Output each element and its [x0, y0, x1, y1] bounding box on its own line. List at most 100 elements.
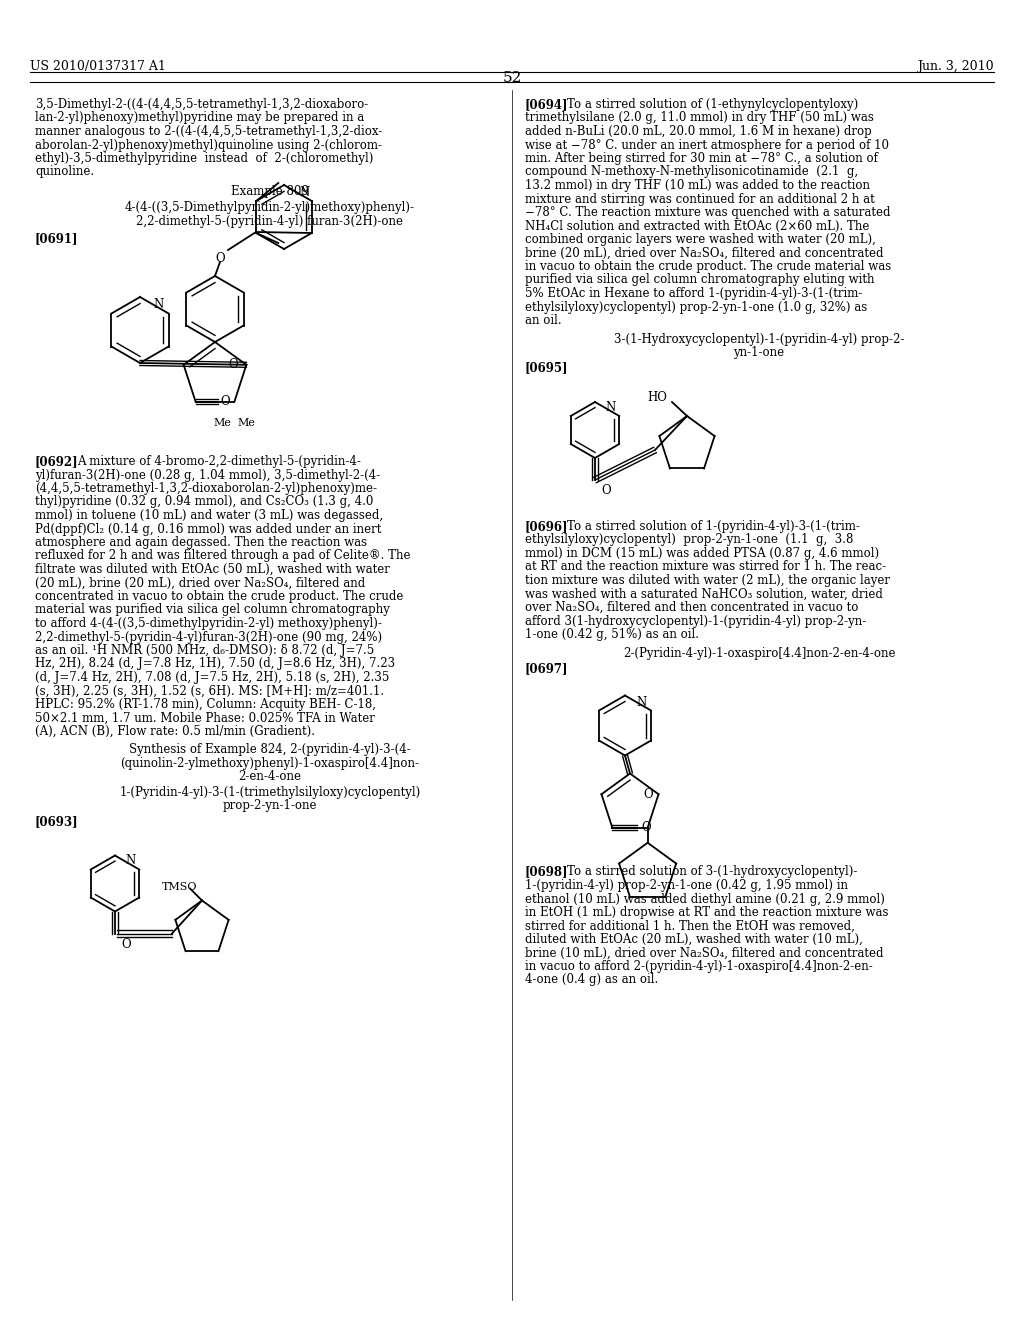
Text: [0695]: [0695] — [525, 362, 568, 375]
Text: N: N — [154, 298, 164, 312]
Text: prop-2-yn-1-one: prop-2-yn-1-one — [223, 800, 317, 813]
Text: (s, 3H), 2.25 (s, 3H), 1.52 (s, 6H). MS: [M+H]: m/z=401.1.: (s, 3H), 2.25 (s, 3H), 1.52 (s, 6H). MS:… — [35, 685, 384, 697]
Text: −78° C. The reaction mixture was quenched with a saturated: −78° C. The reaction mixture was quenche… — [525, 206, 891, 219]
Text: (quinolin-2-ylmethoxy)phenyl)-1-oxaspiro[4.4]non-: (quinolin-2-ylmethoxy)phenyl)-1-oxaspiro… — [121, 756, 420, 770]
Text: 1-(pyridin-4-yl) prop-2-yn-1-one (0.42 g, 1.95 mmol) in: 1-(pyridin-4-yl) prop-2-yn-1-one (0.42 g… — [525, 879, 848, 892]
Text: afford 3(1-hydroxycyclopentyl)-1-(pyridin-4-yl) prop-2-yn-: afford 3(1-hydroxycyclopentyl)-1-(pyridi… — [525, 615, 866, 627]
Text: TMSO: TMSO — [162, 883, 197, 892]
Text: brine (20 mL), dried over Na₂SO₄, filtered and concentrated: brine (20 mL), dried over Na₂SO₄, filter… — [525, 247, 884, 260]
Text: filtrate was diluted with EtOAc (50 mL), washed with water: filtrate was diluted with EtOAc (50 mL),… — [35, 564, 390, 576]
Text: compound N-methoxy-N-methylisonicotinamide  (2.1  g,: compound N-methoxy-N-methylisonicotinami… — [525, 165, 858, 178]
Text: N: N — [637, 696, 647, 709]
Text: yn-1-one: yn-1-one — [733, 346, 784, 359]
Text: concentrated in vacuo to obtain the crude product. The crude: concentrated in vacuo to obtain the crud… — [35, 590, 403, 603]
Text: (d, J=7.4 Hz, 2H), 7.08 (d, J=7.5 Hz, 2H), 5.18 (s, 2H), 2.35: (d, J=7.4 Hz, 2H), 7.08 (d, J=7.5 Hz, 2H… — [35, 671, 389, 684]
Text: an oil.: an oil. — [525, 314, 561, 327]
Text: brine (10 mL), dried over Na₂SO₄, filtered and concentrated: brine (10 mL), dried over Na₂SO₄, filter… — [525, 946, 884, 960]
Text: To a stirred solution of 3-(1-hydroxycyclopentyl)-: To a stirred solution of 3-(1-hydroxycyc… — [567, 866, 857, 879]
Text: [0694]: [0694] — [525, 98, 568, 111]
Text: O: O — [121, 937, 131, 950]
Text: purified via silica gel column chromatography eluting with: purified via silica gel column chromatog… — [525, 273, 874, 286]
Text: (A), ACN (B), Flow rate: 0.5 ml/min (Gradient).: (A), ACN (B), Flow rate: 0.5 ml/min (Gra… — [35, 725, 315, 738]
Text: (4,4,5,5-tetramethyl-1,3,2-dioxaborolan-2-yl)phenoxy)me-: (4,4,5,5-tetramethyl-1,3,2-dioxaborolan-… — [35, 482, 377, 495]
Text: mmol) in DCM (15 mL) was added PTSA (0.87 g, 4.6 mmol): mmol) in DCM (15 mL) was added PTSA (0.8… — [525, 546, 880, 560]
Text: min. After being stirred for 30 min at −78° C., a solution of: min. After being stirred for 30 min at −… — [525, 152, 878, 165]
Text: [0698]: [0698] — [525, 866, 568, 879]
Text: HPLC: 95.2% (RT-1.78 min), Column: Acquity BEH- C-18,: HPLC: 95.2% (RT-1.78 min), Column: Acqui… — [35, 698, 376, 711]
Text: [0691]: [0691] — [35, 232, 79, 246]
Text: at RT and the reaction mixture was stirred for 1 h. The reac-: at RT and the reaction mixture was stirr… — [525, 561, 886, 573]
Text: wise at −78° C. under an inert atmosphere for a period of 10: wise at −78° C. under an inert atmospher… — [525, 139, 889, 152]
Text: To a stirred solution of 1-(pyridin-4-yl)-3-(1-(trim-: To a stirred solution of 1-(pyridin-4-yl… — [567, 520, 860, 533]
Text: 2-(Pyridin-4-yl)-1-oxaspiro[4.4]non-2-en-4-one: 2-(Pyridin-4-yl)-1-oxaspiro[4.4]non-2-en… — [623, 647, 895, 660]
Text: N: N — [605, 401, 615, 414]
Text: Me: Me — [213, 417, 231, 428]
Text: quinoline.: quinoline. — [35, 165, 94, 178]
Text: ethyl)-3,5-dimethylpyridine  instead  of  2-(chloromethyl): ethyl)-3,5-dimethylpyridine instead of 2… — [35, 152, 374, 165]
Text: [0696]: [0696] — [525, 520, 568, 533]
Text: 1-(Pyridin-4-yl)-3-(1-(trimethylsilyloxy)cyclopentyl): 1-(Pyridin-4-yl)-3-(1-(trimethylsilyloxy… — [120, 785, 421, 799]
Text: O: O — [643, 788, 652, 801]
Text: HO: HO — [647, 391, 667, 404]
Text: refluxed for 2 h and was filtered through a pad of Celite®. The: refluxed for 2 h and was filtered throug… — [35, 549, 411, 562]
Text: atmosphere and again degassed. Then the reaction was: atmosphere and again degassed. Then the … — [35, 536, 368, 549]
Text: Example 809: Example 809 — [231, 185, 309, 198]
Text: 2,2-dimethyl-5-(pyridin-4-yl) furan-3(2H)-one: 2,2-dimethyl-5-(pyridin-4-yl) furan-3(2H… — [136, 214, 403, 227]
Text: 5% EtOAc in Hexane to afford 1-(pyridin-4-yl)-3-(1-(trim-: 5% EtOAc in Hexane to afford 1-(pyridin-… — [525, 286, 862, 300]
Text: thyl)pyridine (0.32 g, 0.94 mmol), and Cs₂CO₃ (1.3 g, 4.0: thyl)pyridine (0.32 g, 0.94 mmol), and C… — [35, 495, 374, 508]
Text: manner analogous to 2-((4-(4,4,5,5-tetramethyl-1,3,2-diox-: manner analogous to 2-((4-(4,4,5,5-tetra… — [35, 125, 382, 139]
Text: O: O — [601, 484, 610, 498]
Text: O: O — [215, 252, 225, 264]
Text: O: O — [220, 395, 230, 408]
Text: 52: 52 — [503, 71, 521, 84]
Text: Pd(dppf)Cl₂ (0.14 g, 0.16 mmol) was added under an inert: Pd(dppf)Cl₂ (0.14 g, 0.16 mmol) was adde… — [35, 523, 381, 536]
Text: Me: Me — [238, 417, 255, 428]
Text: [0697]: [0697] — [525, 663, 568, 675]
Text: NH₄Cl solution and extracted with EtOAc (2×60 mL). The: NH₄Cl solution and extracted with EtOAc … — [525, 219, 869, 232]
Text: added n-BuLi (20.0 mL, 20.0 mmol, 1.6 M in hexane) drop: added n-BuLi (20.0 mL, 20.0 mmol, 1.6 M … — [525, 125, 871, 139]
Text: ethanol (10 mL) was added diethyl amine (0.21 g, 2.9 mmol): ethanol (10 mL) was added diethyl amine … — [525, 892, 885, 906]
Text: ethylsilyloxy)cyclopentyl)  prop-2-yn-1-one  (1.1  g,  3.8: ethylsilyloxy)cyclopentyl) prop-2-yn-1-o… — [525, 533, 853, 546]
Text: in EtOH (1 mL) dropwise at RT and the reaction mixture was: in EtOH (1 mL) dropwise at RT and the re… — [525, 906, 889, 919]
Text: over Na₂SO₄, filtered and then concentrated in vacuo to: over Na₂SO₄, filtered and then concentra… — [525, 601, 858, 614]
Text: as an oil. ¹H NMR (500 MHz, d₆-DMSO): δ 8.72 (d, J=7.5: as an oil. ¹H NMR (500 MHz, d₆-DMSO): δ … — [35, 644, 374, 657]
Text: [0692]: [0692] — [35, 455, 79, 469]
Text: 3,5-Dimethyl-2-((4-(4,4,5,5-tetramethyl-1,3,2-dioxaboro-: 3,5-Dimethyl-2-((4-(4,4,5,5-tetramethyl-… — [35, 98, 369, 111]
Text: O: O — [228, 358, 239, 371]
Text: N: N — [299, 186, 309, 199]
Text: 1-one (0.42 g, 51%) as an oil.: 1-one (0.42 g, 51%) as an oil. — [525, 628, 699, 642]
Text: 2,2-dimethyl-5-(pyridin-4-yl)furan-3(2H)-one (90 mg, 24%): 2,2-dimethyl-5-(pyridin-4-yl)furan-3(2H)… — [35, 631, 382, 644]
Text: Synthesis of Example 824, 2-(pyridin-4-yl)-3-(4-: Synthesis of Example 824, 2-(pyridin-4-y… — [129, 743, 411, 756]
Text: To a stirred solution of (1-ethynylcyclopentyloxy): To a stirred solution of (1-ethynylcyclo… — [567, 98, 858, 111]
Text: 13.2 mmol) in dry THF (10 mL) was added to the reaction: 13.2 mmol) in dry THF (10 mL) was added … — [525, 180, 870, 191]
Text: Jun. 3, 2010: Jun. 3, 2010 — [918, 59, 994, 73]
Text: yl)furan-3(2H)-one (0.28 g, 1.04 mmol), 3,5-dimethyl-2-(4-: yl)furan-3(2H)-one (0.28 g, 1.04 mmol), … — [35, 469, 380, 482]
Text: 4-(4-((3,5-Dimethylpyridin-2-yl)methoxy)phenyl)-: 4-(4-((3,5-Dimethylpyridin-2-yl)methoxy)… — [125, 201, 415, 214]
Text: stirred for additional 1 h. Then the EtOH was removed,: stirred for additional 1 h. Then the EtO… — [525, 920, 855, 932]
Text: 2-en-4-one: 2-en-4-one — [239, 771, 301, 784]
Text: Hz, 2H), 8.24 (d, J=7.8 Hz, 1H), 7.50 (d, J=8.6 Hz, 3H), 7.23: Hz, 2H), 8.24 (d, J=7.8 Hz, 1H), 7.50 (d… — [35, 657, 395, 671]
Text: aborolan-2-yl)phenoxy)methyl)quinoline using 2-(chlorom-: aborolan-2-yl)phenoxy)methyl)quinoline u… — [35, 139, 382, 152]
Text: to afford 4-(4-((3,5-dimethylpyridin-2-yl) methoxy)phenyl)-: to afford 4-(4-((3,5-dimethylpyridin-2-y… — [35, 616, 382, 630]
Text: 4-one (0.4 g) as an oil.: 4-one (0.4 g) as an oil. — [525, 974, 658, 986]
Text: was washed with a saturated NaHCO₃ solution, water, dried: was washed with a saturated NaHCO₃ solut… — [525, 587, 883, 601]
Text: lan-2-yl)phenoxy)methyl)pyridine may be prepared in a: lan-2-yl)phenoxy)methyl)pyridine may be … — [35, 111, 365, 124]
Text: 3-(1-Hydroxycyclopentyl)-1-(pyridin-4-yl) prop-2-: 3-(1-Hydroxycyclopentyl)-1-(pyridin-4-yl… — [613, 333, 904, 346]
Text: material was purified via silica gel column chromatography: material was purified via silica gel col… — [35, 603, 390, 616]
Text: trimethylsilane (2.0 g, 11.0 mmol) in dry THF (50 mL) was: trimethylsilane (2.0 g, 11.0 mmol) in dr… — [525, 111, 873, 124]
Text: O: O — [641, 821, 651, 834]
Text: in vacuo to afford 2-(pyridin-4-yl)-1-oxaspiro[4.4]non-2-en-: in vacuo to afford 2-(pyridin-4-yl)-1-ox… — [525, 960, 872, 973]
Text: mixture and stirring was continued for an additional 2 h at: mixture and stirring was continued for a… — [525, 193, 874, 206]
Text: ethylsilyloxy)cyclopentyl) prop-2-yn-1-one (1.0 g, 32%) as: ethylsilyloxy)cyclopentyl) prop-2-yn-1-o… — [525, 301, 867, 314]
Text: tion mixture was diluted with water (2 mL), the organic layer: tion mixture was diluted with water (2 m… — [525, 574, 890, 587]
Text: combined organic layers were washed with water (20 mL),: combined organic layers were washed with… — [525, 234, 876, 246]
Text: [0693]: [0693] — [35, 814, 79, 828]
Text: A mixture of 4-bromo-2,2-dimethyl-5-(pyridin-4-: A mixture of 4-bromo-2,2-dimethyl-5-(pyr… — [77, 455, 360, 469]
Text: mmol) in toluene (10 mL) and water (3 mL) was degassed,: mmol) in toluene (10 mL) and water (3 mL… — [35, 510, 383, 521]
Text: (20 mL), brine (20 mL), dried over Na₂SO₄, filtered and: (20 mL), brine (20 mL), dried over Na₂SO… — [35, 577, 366, 590]
Text: in vacuo to obtain the crude product. The crude material was: in vacuo to obtain the crude product. Th… — [525, 260, 891, 273]
Text: US 2010/0137317 A1: US 2010/0137317 A1 — [30, 59, 166, 73]
Text: 50×2.1 mm, 1.7 um. Mobile Phase: 0.025% TFA in Water: 50×2.1 mm, 1.7 um. Mobile Phase: 0.025% … — [35, 711, 375, 725]
Text: N: N — [125, 854, 135, 867]
Text: diluted with EtOAc (20 mL), washed with water (10 mL),: diluted with EtOAc (20 mL), washed with … — [525, 933, 863, 946]
